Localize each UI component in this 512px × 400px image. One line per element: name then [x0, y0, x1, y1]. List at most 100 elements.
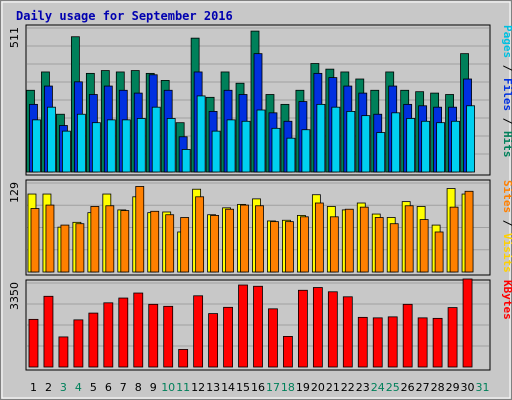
day-label-9: 9	[150, 381, 157, 394]
bar-kbytes-day-25	[387, 316, 398, 368]
day-label-20: 20	[311, 381, 325, 394]
bar-sites-day-26	[404, 205, 414, 273]
day-label-22: 22	[341, 381, 355, 394]
bar-pages-day-28	[436, 122, 446, 173]
day-label-21: 21	[326, 381, 340, 394]
bar-pages-day-7	[121, 119, 131, 173]
day-label-6: 6	[105, 381, 112, 394]
day-label-1: 1	[30, 381, 37, 394]
series-legend: Sites / Visits	[501, 180, 512, 273]
legend-part: /	[501, 58, 512, 78]
bar-sites-day-12	[195, 196, 205, 273]
bar-pages-day-15	[241, 120, 251, 173]
bar-pages-day-12	[196, 95, 206, 173]
day-label-29: 29	[446, 381, 460, 394]
bar-pages-day-17	[271, 127, 281, 173]
panel-2: 129 Sites / Visits	[8, 179, 512, 276]
legend-part: Hits	[501, 131, 512, 158]
bar-pages-day-22	[346, 111, 356, 173]
bar-sites-day-17	[270, 221, 279, 273]
bar-sites-day-10	[165, 214, 175, 273]
day-label-12: 12	[191, 381, 205, 394]
day-label-15: 15	[236, 381, 250, 394]
bar-pages-day-3	[62, 130, 71, 173]
day-label-10: 10	[161, 381, 175, 394]
day-label-16: 16	[251, 381, 265, 394]
bar-pages-day-20	[316, 103, 326, 173]
bar-kbytes-day-5	[88, 312, 99, 368]
series-legend: Pages / Files / Hits	[501, 25, 512, 158]
legend-part: Visits	[501, 233, 512, 273]
bar-sites-day-9	[150, 210, 160, 273]
bar-sites-day-1	[30, 208, 40, 273]
bar-pages-day-10	[166, 118, 176, 173]
bar-pages-day-4	[76, 113, 86, 173]
bar-kbytes-day-3	[58, 336, 69, 368]
day-label-14: 14	[221, 381, 235, 394]
bar-kbytes-day-19	[298, 289, 308, 368]
bar-pages-day-19	[301, 129, 311, 173]
bar-kbytes-day-6	[103, 302, 114, 368]
day-label-30: 30	[461, 381, 475, 394]
bar-pages-day-8	[136, 118, 146, 173]
bar-sites-day-21	[329, 216, 339, 273]
chart-title: Daily usage for September 2016	[16, 9, 233, 23]
bar-pages-day-25	[391, 112, 401, 173]
bar-pages-day-23	[361, 115, 371, 173]
bar-pages-day-21	[331, 106, 341, 173]
bar-kbytes-day-1	[28, 318, 39, 368]
legend-part: Sites	[501, 180, 512, 213]
bar-sites-day-22	[344, 208, 354, 273]
bar-pages-day-14	[226, 119, 236, 173]
bar-kbytes-day-28	[432, 317, 443, 368]
bar-kbytes-day-2	[43, 295, 54, 368]
bar-pages-day-2	[47, 106, 56, 173]
bar-sites-day-24	[374, 217, 384, 273]
legend-part: /	[501, 111, 512, 131]
series-legend: KBytes	[501, 280, 512, 320]
day-label-18: 18	[281, 381, 295, 394]
bar-sites-day-20	[314, 202, 324, 273]
day-label-4: 4	[75, 381, 82, 394]
y-max-label: 129	[8, 182, 21, 203]
bar-sites-day-28	[434, 231, 444, 273]
day-label-31: 31	[476, 381, 490, 394]
bar-kbytes-day-24	[372, 317, 383, 368]
day-label-17: 17	[266, 381, 280, 394]
bar-kbytes-day-11	[178, 349, 189, 368]
bar-sites-day-7	[120, 210, 130, 273]
day-label-11: 11	[176, 381, 190, 394]
bar-pages-day-13	[211, 130, 221, 173]
bar-pages-day-29	[451, 120, 460, 173]
bar-kbytes-day-4	[73, 319, 84, 368]
bar-kbytes-day-12	[193, 295, 204, 368]
bar-kbytes-day-15	[238, 284, 248, 368]
legend-part: KBytes	[501, 280, 512, 320]
legend-part: Pages	[501, 25, 512, 58]
bar-sites-day-13	[210, 215, 219, 273]
day-label-8: 8	[135, 381, 142, 394]
legend-part: Files	[501, 78, 512, 111]
bar-sites-day-3	[60, 224, 70, 273]
day-label-27: 27	[416, 381, 430, 394]
bar-sites-day-14	[225, 208, 234, 273]
bar-kbytes-day-21	[327, 291, 338, 368]
bar-kbytes-day-29	[447, 307, 458, 368]
bar-pages-day-27	[421, 120, 431, 173]
bar-kbytes-day-10	[163, 305, 174, 368]
bar-kbytes-day-20	[312, 287, 323, 368]
bar-kbytes-day-7	[118, 297, 129, 368]
bar-sites-day-8	[135, 186, 145, 273]
bar-kbytes-day-22	[342, 296, 353, 368]
day-label-19: 19	[296, 381, 310, 394]
bar-pages-day-30	[466, 105, 475, 173]
bar-pages-day-16	[256, 109, 266, 173]
day-label-5: 5	[90, 381, 97, 394]
bar-kbytes-day-8	[133, 292, 144, 368]
bar-kbytes-day-16	[253, 285, 263, 368]
bar-pages-day-11	[181, 149, 191, 173]
bar-sites-day-23	[359, 206, 369, 273]
bar-kbytes-day-9	[148, 303, 159, 368]
bar-sites-day-25	[389, 223, 399, 273]
